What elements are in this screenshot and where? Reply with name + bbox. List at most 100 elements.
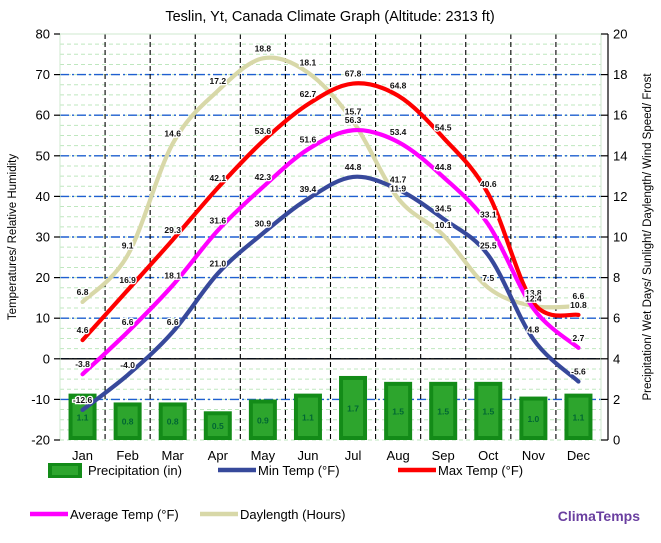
data-point-label: 29.3 bbox=[164, 225, 181, 235]
legend-label: Min Temp (°F) bbox=[258, 463, 340, 478]
x-axis-month-label: Jun bbox=[297, 448, 318, 463]
precipitation-bar-inner bbox=[297, 397, 318, 436]
y2-axis-tick-label: 12 bbox=[613, 189, 627, 204]
precipitation-bar-inner bbox=[478, 385, 499, 436]
y-axis-tick-label: 10 bbox=[36, 311, 50, 326]
data-point-label: 25.5 bbox=[480, 240, 497, 250]
precipitation-value-label: 1.5 bbox=[437, 406, 449, 416]
y-axis-tick-label: 20 bbox=[36, 270, 50, 285]
data-point-label: 33.1 bbox=[480, 209, 497, 219]
data-point-label: 53.6 bbox=[255, 126, 272, 136]
precipitation-value-label: 1.1 bbox=[302, 412, 314, 422]
data-point-label: 67.8 bbox=[345, 69, 362, 79]
precipitation-bar-inner bbox=[568, 397, 589, 436]
data-point-label: 13.8 bbox=[525, 288, 542, 298]
data-point-label: 34.5 bbox=[435, 204, 452, 214]
y2-axis-tick-label: 8 bbox=[613, 270, 620, 285]
y-axis-tick-label: 40 bbox=[36, 189, 50, 204]
data-point-label: 16.9 bbox=[119, 275, 136, 285]
data-point-label: 17.2 bbox=[210, 76, 227, 86]
data-point-label: 40.6 bbox=[480, 179, 497, 189]
x-axis-month-label: Apr bbox=[208, 448, 229, 463]
precipitation-value-label: 1.5 bbox=[482, 406, 494, 416]
y-axis-tick-label: 60 bbox=[36, 108, 50, 123]
x-axis-month-label: Jul bbox=[345, 448, 362, 463]
data-point-label: 44.8 bbox=[345, 162, 362, 172]
data-point-label: -5.6 bbox=[571, 367, 586, 377]
data-line bbox=[80, 174, 581, 413]
data-point-label: 7.5 bbox=[482, 273, 494, 283]
legend-label: Average Temp (°F) bbox=[70, 507, 179, 522]
x-axis-month-label: Nov bbox=[522, 448, 546, 463]
y-axis-title: Temperatures/ Relative Humidity bbox=[7, 154, 19, 320]
precipitation-bar-inner bbox=[433, 385, 454, 436]
data-point-label: 6.6 bbox=[527, 291, 539, 301]
data-point-label: 18.8 bbox=[255, 43, 272, 53]
data-point-label: 6.6 bbox=[573, 291, 585, 301]
data-point-label: 9.1 bbox=[122, 240, 134, 250]
data-point-label: 42.3 bbox=[255, 172, 272, 182]
precipitation-bar-inner bbox=[207, 415, 228, 436]
x-axis-month-label: Aug bbox=[387, 448, 410, 463]
data-line bbox=[80, 55, 581, 310]
data-line bbox=[80, 127, 581, 377]
data-point-label: -4.0 bbox=[120, 360, 135, 370]
precipitation-bar-inner bbox=[252, 403, 273, 436]
legend-swatch-inner bbox=[52, 466, 78, 475]
y-axis-tick-label: -20 bbox=[31, 433, 50, 448]
data-point-label: 18.1 bbox=[300, 58, 317, 68]
brand-watermark: ClimaTemps bbox=[558, 508, 640, 524]
y2-axis-tick-label: 16 bbox=[613, 108, 627, 123]
y-axis-tick-label: 30 bbox=[36, 230, 50, 245]
x-axis-month-label: Dec bbox=[567, 448, 591, 463]
y-axis-tick-label: -10 bbox=[31, 392, 50, 407]
data-point-label: 2.7 bbox=[573, 333, 585, 343]
data-point-label: 6.6 bbox=[122, 317, 134, 327]
x-axis-month-label: May bbox=[251, 448, 276, 463]
x-axis-month-label: Oct bbox=[478, 448, 499, 463]
data-point-label: -12.6 bbox=[73, 395, 93, 405]
legend-label: Max Temp (°F) bbox=[438, 463, 523, 478]
precipitation-bar-inner bbox=[117, 406, 138, 436]
legend-label: Precipitation (in) bbox=[88, 463, 182, 478]
data-point-label: 31.6 bbox=[210, 216, 227, 226]
data-point-label: 6.8 bbox=[77, 287, 89, 297]
data-point-label: 11.9 bbox=[390, 183, 406, 193]
data-line bbox=[80, 81, 581, 343]
y2-axis-title: Precipitation/ Wet Days/ Sunlight/ Dayle… bbox=[642, 73, 654, 401]
y-axis-tick-label: 80 bbox=[36, 27, 50, 42]
precipitation-bar-inner bbox=[162, 406, 183, 436]
precipitation-value-label: 1.7 bbox=[347, 403, 359, 413]
y-axis-tick-label: 0 bbox=[43, 351, 50, 366]
data-point-label: 30.9 bbox=[255, 218, 272, 228]
data-point-label: 44.8 bbox=[435, 162, 452, 172]
precipitation-bar-inner bbox=[343, 379, 364, 436]
data-point-label: 10.8 bbox=[570, 300, 587, 310]
y2-axis-tick-label: 14 bbox=[613, 148, 627, 163]
precipitation-value-label: 0.9 bbox=[257, 415, 269, 425]
data-point-label: 42.1 bbox=[210, 173, 227, 183]
precipitation-value-label: 1.0 bbox=[527, 414, 539, 424]
x-axis-month-label: Feb bbox=[116, 448, 138, 463]
data-point-label: 18.1 bbox=[164, 270, 181, 280]
precipitation-bar-inner bbox=[388, 385, 409, 436]
data-point-label: 56.3 bbox=[345, 115, 362, 125]
x-axis-month-label: Mar bbox=[162, 448, 185, 463]
data-point-label: 15.7 bbox=[345, 106, 362, 116]
data-point-label: 14.6 bbox=[164, 129, 181, 139]
precipitation-value-label: 1.1 bbox=[573, 412, 585, 422]
data-point-label: -3.8 bbox=[75, 359, 90, 369]
data-point-label: 12.4 bbox=[525, 293, 542, 303]
precipitation-value-label: 1.5 bbox=[392, 406, 404, 416]
y2-axis-tick-label: 10 bbox=[613, 230, 627, 245]
y2-axis-tick-label: 20 bbox=[613, 27, 627, 42]
data-point-label: 4.6 bbox=[77, 325, 89, 335]
y2-axis-tick-label: 4 bbox=[613, 351, 620, 366]
legend-label: Daylength (Hours) bbox=[240, 507, 346, 522]
x-axis-month-label: Sep bbox=[432, 448, 455, 463]
data-point-label: 51.6 bbox=[300, 134, 317, 144]
precipitation-value-label: 0.8 bbox=[167, 417, 179, 427]
precipitation-bar-inner bbox=[523, 400, 544, 436]
